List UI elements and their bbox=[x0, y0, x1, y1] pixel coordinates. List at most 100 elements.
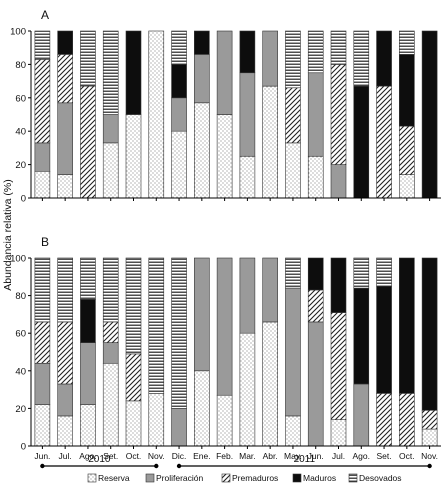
bar-segment-desovados bbox=[353, 30, 370, 87]
bar-segment-premaduros bbox=[34, 59, 51, 144]
x-tick-label: Mar. bbox=[239, 451, 256, 461]
bar-segment-maduros bbox=[330, 257, 347, 313]
bar-segment-maduros bbox=[353, 85, 370, 199]
bar-10 bbox=[239, 257, 256, 447]
bar-segment-maduros bbox=[421, 30, 438, 199]
bar-segment-reserva bbox=[148, 30, 165, 199]
x-tick-label: Abr. bbox=[263, 451, 278, 461]
panel-b: B 0 20 40 60 80 100 Jun. Jul. Ago. Set. Oct. Nov. Dic… bbox=[10, 235, 441, 461]
bar-14 bbox=[330, 30, 347, 199]
x-tick-label: Feb. bbox=[216, 451, 233, 461]
bar-segment-desovados bbox=[80, 30, 96, 87]
bar-segment-proliferación bbox=[34, 362, 51, 405]
x-tick-label: May. bbox=[284, 451, 302, 461]
bar-segment-proliferación bbox=[239, 72, 256, 157]
legend-label: Premaduros bbox=[232, 473, 278, 483]
bar-segment-desovados bbox=[307, 30, 324, 74]
bar-17 bbox=[399, 257, 415, 447]
bar-15 bbox=[353, 30, 370, 199]
bar-segment-desovados bbox=[171, 257, 187, 409]
x-tick-label: Ago. bbox=[353, 451, 371, 461]
bar-segment-proliferación bbox=[57, 102, 73, 175]
year-bracket-2011: 2011 bbox=[176, 454, 432, 469]
legend-item-desovados: Desovados bbox=[348, 473, 402, 483]
bar-segment-reserva bbox=[216, 394, 233, 447]
legend-label: Maduros bbox=[303, 473, 336, 483]
bar-segment-proliferación bbox=[171, 408, 187, 447]
bar-18 bbox=[421, 30, 438, 199]
bar-segment-proliferación bbox=[57, 383, 73, 417]
legend-item-maduros: Maduros bbox=[292, 473, 336, 483]
bar-segment-reserva bbox=[80, 404, 96, 447]
bar-segment-reserva bbox=[399, 174, 415, 199]
x-tick-label: Nov. bbox=[148, 451, 165, 461]
bar-segment-desovados bbox=[102, 257, 119, 323]
legend-swatch bbox=[221, 473, 231, 483]
bar-segment-premaduros bbox=[57, 321, 73, 385]
bar-segment-proliferación bbox=[80, 342, 96, 405]
bar-14 bbox=[330, 257, 347, 447]
bar-1 bbox=[34, 30, 51, 199]
bar-segment-premaduros bbox=[330, 64, 347, 165]
x-tick-label: Set. bbox=[103, 451, 118, 461]
bar-4 bbox=[102, 257, 119, 447]
legend-item-proliferación: Proliferación bbox=[145, 473, 204, 483]
bar-segment-reserva bbox=[239, 155, 256, 199]
bar-segment-premaduros bbox=[307, 289, 324, 323]
bar-15 bbox=[353, 257, 370, 447]
y-axis-label: Abundancia relativa (%) bbox=[2, 179, 14, 290]
bar-segment-premaduros bbox=[102, 321, 119, 343]
year-bracket-2010: 2010 bbox=[40, 454, 159, 469]
x-tick-label: Ago. bbox=[79, 451, 97, 461]
x-tick-label: Ene. bbox=[193, 451, 211, 461]
bar-9 bbox=[216, 257, 233, 447]
x-tick-label: Oct. bbox=[126, 451, 142, 461]
x-tick-label: Nov. bbox=[421, 451, 438, 461]
bar-8 bbox=[194, 30, 210, 199]
bar-segment-proliferación bbox=[102, 342, 119, 364]
bar-segment-desovados bbox=[125, 257, 142, 355]
bar-segment-reserva bbox=[262, 85, 278, 199]
legend-swatch bbox=[145, 473, 155, 483]
bar-12 bbox=[285, 257, 301, 447]
bar-segment-premaduros bbox=[57, 54, 73, 104]
bar-segment-reserva bbox=[34, 404, 51, 447]
bar-segment-reserva bbox=[285, 415, 301, 447]
bar-segment-maduros bbox=[376, 30, 392, 87]
bar-segment-reserva bbox=[57, 415, 73, 447]
y-tick-label: 20 bbox=[15, 404, 26, 415]
y-tick-label: 20 bbox=[15, 160, 26, 171]
bar-18 bbox=[421, 257, 438, 447]
bar-11 bbox=[262, 30, 278, 199]
bar-segment-reserva bbox=[330, 419, 347, 447]
bar-segment-reserva bbox=[171, 130, 187, 199]
bar-segment-reserva bbox=[102, 362, 119, 447]
bar-segment-desovados bbox=[148, 257, 165, 394]
bar-segment-maduros bbox=[57, 30, 73, 55]
bar-segment-premaduros bbox=[376, 85, 392, 199]
bar-segment-reserva bbox=[102, 142, 119, 199]
bar-segment-premaduros bbox=[421, 409, 438, 430]
bar-segment-maduros bbox=[353, 287, 370, 385]
bar-2 bbox=[57, 30, 73, 199]
y-tick-label: 0 bbox=[21, 442, 26, 453]
bar-segment-proliferación bbox=[285, 287, 301, 417]
bar-segment-reserva bbox=[307, 155, 324, 199]
bar-segment-desovados bbox=[57, 257, 73, 323]
bar-segment-maduros bbox=[80, 299, 96, 343]
bar-segment-desovados bbox=[80, 257, 96, 300]
bar-segment-premaduros bbox=[376, 393, 392, 447]
bar-segment-proliferación bbox=[194, 257, 210, 372]
y-tick-label: 80 bbox=[15, 291, 26, 302]
bar-6 bbox=[148, 257, 165, 447]
bar-5 bbox=[125, 30, 142, 199]
bar-segment-proliferación bbox=[307, 72, 324, 157]
y-tick-label: 40 bbox=[15, 366, 26, 377]
legend-label: Desovados bbox=[359, 473, 402, 483]
bar-8 bbox=[194, 257, 210, 447]
bar-segment-proliferación bbox=[330, 164, 347, 199]
bar-segment-proliferación bbox=[353, 383, 370, 447]
bar-segment-proliferación bbox=[262, 30, 278, 87]
bar-segment-desovados bbox=[399, 30, 415, 55]
panel-label: B bbox=[41, 235, 49, 249]
